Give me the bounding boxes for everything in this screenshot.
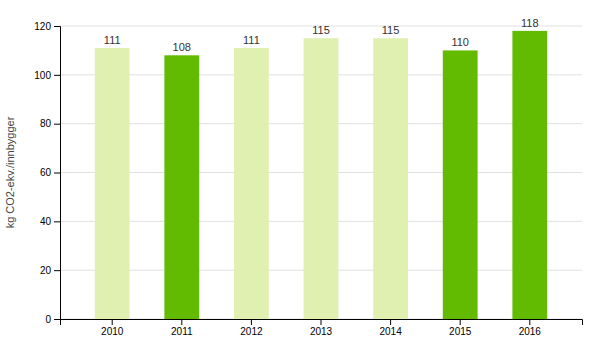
tick-label: 60: [40, 167, 52, 178]
data-label: 111: [243, 34, 260, 46]
tick-label: 20: [40, 265, 52, 276]
tick: 2013: [310, 319, 333, 337]
bar: [443, 50, 478, 319]
tick-mark: [54, 26, 60, 27]
tick-label: 120: [34, 21, 51, 32]
axis-line: [54, 27, 61, 320]
tick: 0: [45, 314, 60, 325]
tick-mark: [54, 221, 60, 222]
tick: 120: [34, 21, 60, 32]
tick-label: 0: [45, 314, 51, 325]
tick: 2014: [379, 319, 402, 337]
tick: 2016: [519, 319, 542, 337]
tick: 60: [40, 167, 60, 178]
bar: [373, 38, 408, 319]
tick-label: 2010: [101, 326, 124, 337]
tick: 2011: [171, 319, 193, 337]
bar: [164, 55, 199, 319]
axis-line: [61, 320, 583, 326]
tick-label: 100: [34, 70, 51, 81]
bars: [95, 31, 547, 319]
tick: 20: [40, 265, 60, 276]
bar: [95, 48, 130, 319]
tick-label: 2014: [379, 326, 402, 337]
tick: 80: [40, 118, 60, 129]
data-label: 108: [173, 41, 191, 53]
y-axis: 0 20 40 60 80 100 120: [34, 21, 60, 325]
tick-mark: [390, 319, 391, 325]
grid: [60, 26, 582, 319]
data-label: 111: [104, 34, 121, 46]
tick-label: 80: [40, 118, 52, 129]
tick-label: 2015: [449, 326, 472, 337]
tick-mark: [54, 75, 60, 76]
tick: 2015: [449, 319, 472, 337]
tick-label: 2012: [240, 326, 263, 337]
tick: 2010: [101, 319, 124, 337]
data-label: 115: [382, 24, 400, 36]
x-axis: 2010 2011 2012 2013 2014 2015 2016: [61, 319, 583, 337]
tick-mark: [251, 319, 252, 325]
tick-mark: [460, 319, 461, 325]
chart: 0204060801001202010201120122013201420152…: [0, 0, 600, 351]
bar: [234, 48, 269, 319]
data-label: 118: [521, 17, 539, 29]
data-label: 110: [451, 36, 469, 48]
tick-label: 2011: [171, 326, 193, 337]
tick-mark: [529, 319, 530, 325]
data-labels: 111 108 111 115 115 110 118: [104, 17, 539, 53]
tick-mark: [54, 319, 60, 320]
data-label: 115: [312, 24, 330, 36]
tick-mark: [54, 270, 60, 271]
bar: [512, 31, 547, 319]
tick: 100: [34, 70, 60, 81]
tick: 2012: [240, 319, 263, 337]
tick-mark: [112, 319, 113, 325]
tick-label: 2016: [519, 326, 542, 337]
bar: [304, 38, 339, 319]
tick-mark: [181, 319, 182, 325]
tick-label: 2013: [310, 326, 333, 337]
tick-mark: [54, 124, 60, 125]
plot: 0204060801001202010201120122013201420152…: [34, 17, 582, 337]
y-axis-title: kg CO2-ekv./innbygger: [4, 116, 16, 228]
tick-mark: [54, 173, 60, 174]
tick: 40: [40, 216, 60, 227]
tick-mark: [321, 319, 322, 325]
tick-label: 40: [40, 216, 52, 227]
